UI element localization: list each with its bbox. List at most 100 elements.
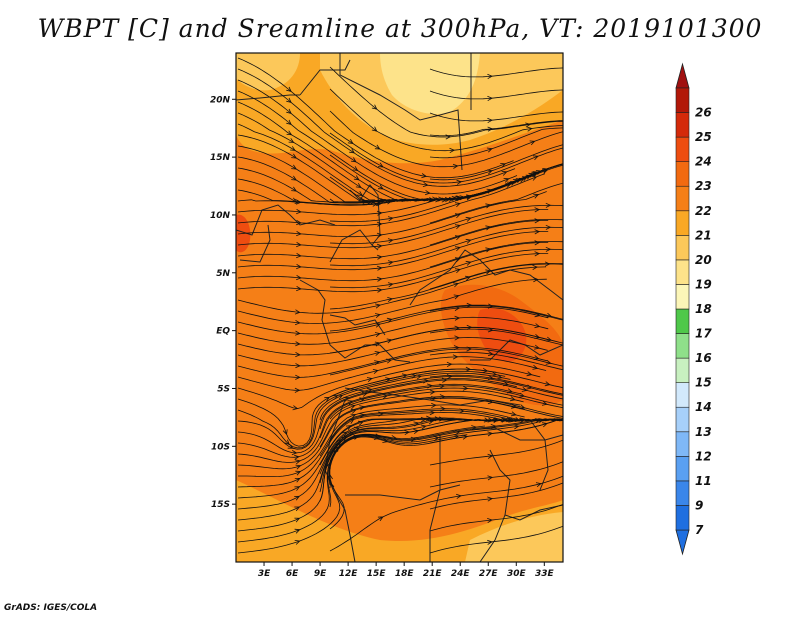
streamline-arrow [441, 377, 448, 383]
streamline-arrow [449, 147, 456, 154]
streamline-arrow [371, 104, 378, 110]
streamline-arrow [372, 369, 379, 375]
streamline-arrow [296, 275, 302, 281]
streamline-arrow [287, 444, 294, 449]
streamline-arrow [466, 302, 473, 308]
colorbar-swatch [675, 136, 690, 162]
colorbar-lower-arrow [675, 529, 690, 556]
streamline-arrow [493, 417, 499, 424]
streamline [429, 461, 563, 488]
streamline [329, 368, 563, 398]
lat-tick-label: 10S [211, 442, 230, 452]
streamline-arrow [374, 144, 381, 150]
colorbar-label: 7 [695, 523, 704, 537]
streamline-arrow [357, 420, 364, 426]
streamline-arrow [487, 95, 493, 102]
streamline-arrow [296, 253, 302, 259]
streamline-arrow [376, 201, 383, 207]
colorbar-swatch [675, 357, 690, 383]
streamline-arrow [350, 157, 357, 163]
streamline-arrow [534, 218, 541, 224]
streamline-arrow [347, 138, 354, 145]
streamline-arrow [376, 254, 383, 260]
colorbar-label: 16 [695, 351, 712, 365]
colorbar-label: 26 [695, 106, 712, 120]
streamline [429, 182, 563, 224]
streamline-arrow [535, 482, 542, 488]
streamline-arrow [546, 312, 553, 318]
streamline-arrow [526, 384, 533, 390]
colorbar-legend: 7 9 11 12 13 14 15 16 17 18 19 20 21 22 23 24 25 26 [675, 62, 712, 556]
streamline-arrow [294, 528, 301, 534]
streamline [237, 220, 549, 260]
colorbar-label: 13 [695, 425, 712, 439]
colorbar-label: 24 [695, 155, 712, 169]
streamline [237, 383, 521, 458]
lon-tick-label: 3E [258, 569, 271, 579]
map-plot-area [236, 53, 563, 562]
streamline-arrow [453, 294, 460, 300]
streamline-arrow [366, 387, 373, 393]
streamlines [237, 57, 563, 554]
streamline [237, 378, 517, 454]
streamline-arrow [526, 371, 533, 377]
streamline [429, 351, 563, 371]
streamline-arrow [291, 175, 298, 181]
lat-tick-label: 20N [210, 95, 231, 105]
streamline-arrow [485, 203, 492, 209]
streamline-arrow [508, 417, 515, 423]
streamline-arrow [427, 419, 434, 425]
streamline-arrow [487, 351, 494, 357]
streamline-arrow [465, 366, 472, 372]
colorbar-swatch [675, 406, 690, 433]
streamline-arrow [452, 354, 459, 360]
streamline-arrow [454, 268, 461, 274]
streamline-arrow [454, 246, 461, 252]
lat-tick-label: 5N [216, 269, 230, 279]
colorbar-label: 9 [695, 498, 703, 512]
streamline-arrow [376, 210, 383, 216]
streamline-arrow [294, 478, 301, 483]
colorbar-swatch [675, 480, 690, 506]
colorbar-label: 17 [695, 327, 712, 341]
country-borders [236, 53, 563, 562]
streamline [329, 164, 563, 223]
streamline-arrow [374, 351, 381, 356]
streamline-arrow [295, 330, 301, 336]
streamline [238, 404, 525, 477]
streamline-arrow [452, 163, 459, 169]
streamline-arrow [487, 518, 493, 524]
streamline-arrow [376, 221, 383, 227]
streamline-arrow [382, 438, 389, 443]
streamline [237, 68, 516, 187]
colorbar-swatch [675, 185, 690, 212]
streamline-arrow [296, 242, 302, 248]
streamline [319, 376, 563, 421]
streamline-arrow [429, 389, 436, 395]
streamline-arrow [366, 377, 373, 383]
wbpt-fill-north-lightest [380, 53, 480, 115]
streamline-arrow [433, 436, 440, 442]
streamline-arrow [465, 260, 472, 266]
streamline-arrow [420, 424, 427, 430]
streamline-arrow [454, 224, 461, 230]
streamline-arrow [509, 396, 516, 402]
software-credit: GrADS: IGES/COLA [4, 603, 98, 613]
streamline-arrow [286, 119, 292, 125]
streamline-arrow [431, 402, 437, 408]
streamline-arrow [295, 341, 301, 347]
streamline-arrow [510, 411, 517, 417]
streamline-arrow [491, 371, 498, 377]
streamline-arrow [295, 352, 301, 358]
streamline-arrow [376, 276, 383, 282]
streamline-arrow [454, 315, 461, 321]
streamline-arrow [294, 495, 301, 501]
streamline-arrow [519, 404, 526, 410]
streamline [429, 219, 563, 246]
streamline-arrow [345, 425, 352, 431]
streamline-arrow [337, 394, 344, 400]
streamline-arrow [525, 122, 532, 128]
streamline-arrow [288, 138, 295, 143]
streamline-arrow [350, 408, 357, 414]
